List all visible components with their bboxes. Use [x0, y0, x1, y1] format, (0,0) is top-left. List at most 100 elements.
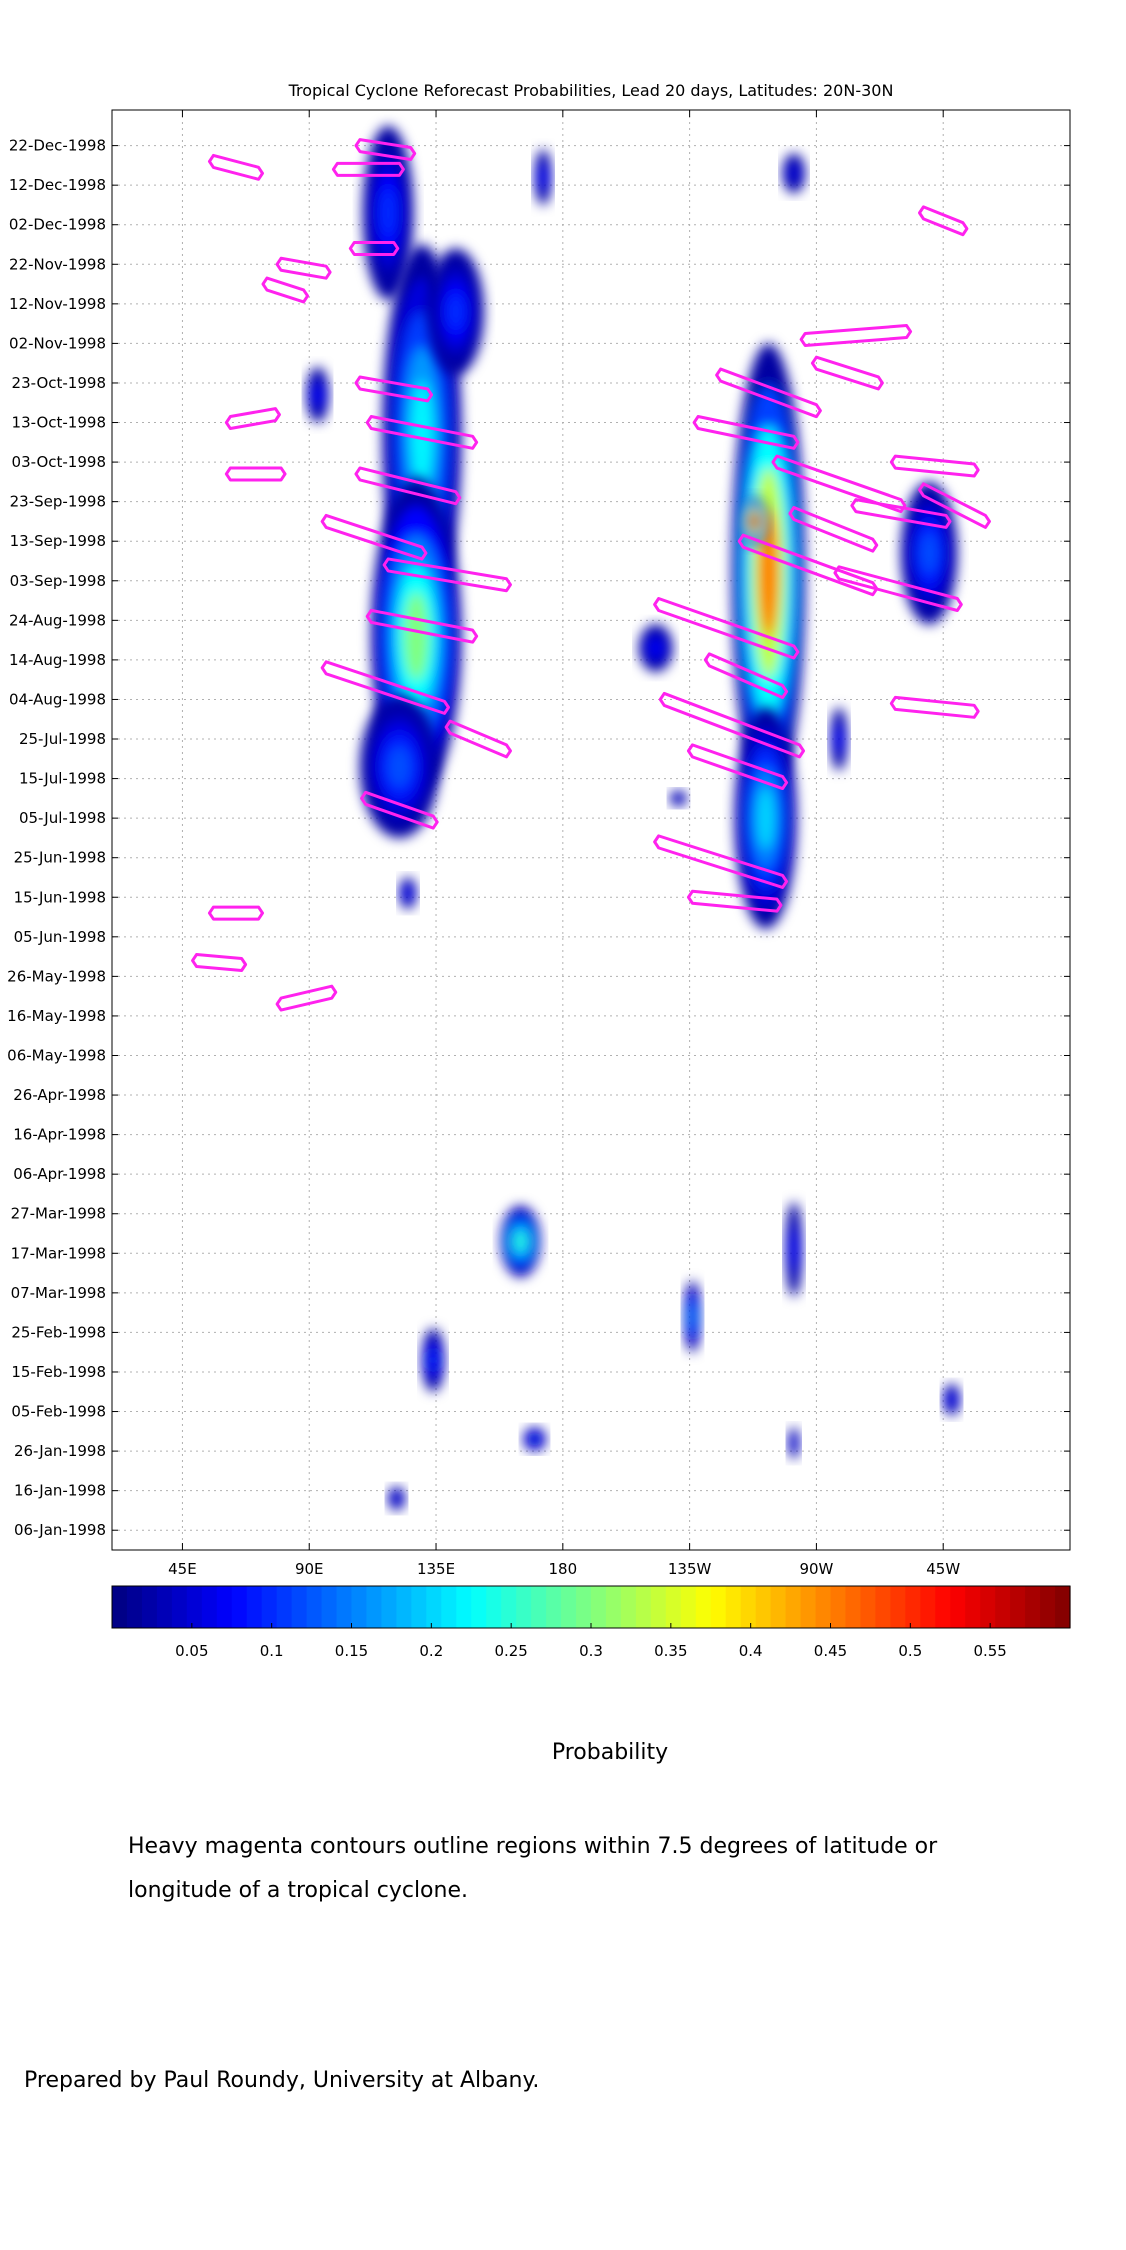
cyclone-contour [354, 466, 462, 506]
colorbar-cell [576, 1586, 592, 1628]
probability-region [500, 1205, 541, 1278]
colorbar-cell [501, 1586, 517, 1628]
colorbar-cell [456, 1586, 472, 1628]
cyclone-contour [320, 660, 450, 715]
x-tick-label: 90E [295, 1560, 324, 1578]
colorbar-cell [381, 1586, 398, 1628]
probability-region [523, 1427, 546, 1452]
grid-lines [112, 110, 1070, 1550]
colorbar-cell [740, 1586, 757, 1628]
probability-region [359, 695, 439, 838]
cyclone-contours [191, 138, 991, 1012]
colorbar-cell [411, 1586, 427, 1628]
probability-region [427, 248, 484, 376]
cyclone-contour [833, 565, 963, 613]
colorbar-cell [126, 1586, 143, 1628]
colorbar-cell [980, 1586, 996, 1628]
contour-note: Heavy magenta contours outline regions w… [128, 1834, 938, 1903]
y-tick-label: 03-Sep-1998 [10, 572, 106, 590]
cyclone-contour [444, 719, 512, 759]
colorbar-cell [291, 1586, 308, 1628]
cyclone-contour [889, 454, 980, 478]
cyclone-contour [207, 905, 265, 921]
colorbar-cell [665, 1586, 682, 1628]
cyclone-contour [771, 454, 907, 514]
cyclone-contour [360, 790, 439, 830]
colorbar-cell [306, 1586, 323, 1628]
colorbar-cell [635, 1586, 652, 1628]
colorbar-cell [351, 1586, 368, 1628]
colorbar-cell [785, 1586, 802, 1628]
cyclone-contour [737, 533, 879, 597]
colorbar-cell [441, 1586, 457, 1628]
y-tick-label: 26-Apr-1998 [13, 1086, 106, 1104]
colorbar-cell [860, 1586, 877, 1628]
colorbar-tick-label: 0.1 [260, 1642, 284, 1660]
colorbar-cell [426, 1586, 442, 1628]
colorbar-cell [1010, 1586, 1026, 1628]
y-tick-label: 23-Oct-1998 [12, 374, 106, 392]
colorbar-cell [815, 1586, 832, 1628]
colorbar-tick-label: 0.35 [654, 1642, 687, 1660]
colorbar-label: Probability [551, 1740, 669, 1765]
colorbar-cell [605, 1586, 622, 1628]
colorbar-tick-label: 0.5 [898, 1642, 922, 1660]
y-tick-label: 12-Dec-1998 [9, 176, 106, 194]
colorbar-cell [770, 1586, 787, 1628]
colorbar-cell [321, 1586, 338, 1628]
colorbar-cell [680, 1586, 697, 1628]
colorbar-cell [935, 1586, 951, 1628]
cyclone-contour [810, 355, 884, 391]
cyclone-contour [715, 367, 822, 419]
cyclone-contour [224, 466, 287, 482]
probability-region [683, 1280, 701, 1353]
chart-title: Tropical Cyclone Reforecast Probabilitie… [288, 81, 894, 100]
y-tick-label: 16-Jan-1998 [14, 1482, 106, 1500]
cyclone-contour [658, 691, 806, 759]
colorbar-cell [755, 1586, 772, 1628]
x-tick-label: 45W [926, 1560, 960, 1578]
x-tick-label: 135W [668, 1560, 712, 1578]
y-tick-label: 07-Mar-1998 [11, 1284, 106, 1302]
cyclone-contour [331, 161, 405, 177]
colorbar-cell [695, 1586, 712, 1628]
x-axis: 45E 90E 135E 180 135W 90W 45W [168, 110, 960, 1578]
y-tick-label: 22-Dec-1998 [9, 137, 106, 155]
cyclone-contour [889, 695, 980, 719]
probability-region [830, 707, 848, 771]
cyclone-contour [320, 513, 428, 561]
colorbar-cell [725, 1586, 742, 1628]
y-tick-label: 05-Jun-1998 [14, 928, 106, 946]
probability-region [943, 1383, 961, 1416]
colorbar-tick-label: 0.55 [973, 1642, 1006, 1660]
y-tick-label: 26-Jan-1998 [14, 1442, 106, 1460]
probability-region [421, 1328, 445, 1392]
y-axis: 22-Dec-1998 12-Dec-1998 02-Dec-1998 22-Nov-… [7, 137, 1070, 1539]
colorbar-cell [620, 1586, 637, 1628]
y-tick-label: 25-Jun-1998 [14, 849, 106, 867]
y-tick-label: 06-Apr-1998 [13, 1165, 106, 1183]
x-tick-label: 180 [549, 1560, 578, 1578]
colorbar-cell [800, 1586, 817, 1628]
y-tick-label: 16-Apr-1998 [13, 1126, 106, 1144]
cyclone-contour [653, 597, 800, 660]
plot-area [112, 110, 1070, 1550]
y-tick-label: 14-Aug-1998 [9, 651, 106, 669]
y-tick-label: 27-Mar-1998 [11, 1205, 106, 1223]
cyclone-contour [917, 205, 969, 237]
colorbar-cell [950, 1586, 966, 1628]
colorbar-cell [890, 1586, 906, 1628]
colorbar-cell [1055, 1586, 1071, 1628]
probability-region [788, 1427, 800, 1460]
cyclone-contour [348, 240, 400, 256]
cyclone-contour [207, 153, 265, 181]
colorbar-cell [336, 1586, 353, 1628]
y-tick-label: 03-Oct-1998 [12, 453, 106, 471]
colorbar-tick-label: 0.25 [494, 1642, 527, 1660]
cyclone-contour [850, 498, 952, 529]
plot-frame [111, 109, 1071, 1551]
probability-region [740, 497, 769, 546]
colorbar-cell [216, 1586, 233, 1628]
colorbar-cell [261, 1586, 278, 1628]
colorbar-tick-label: 0.15 [335, 1642, 368, 1660]
